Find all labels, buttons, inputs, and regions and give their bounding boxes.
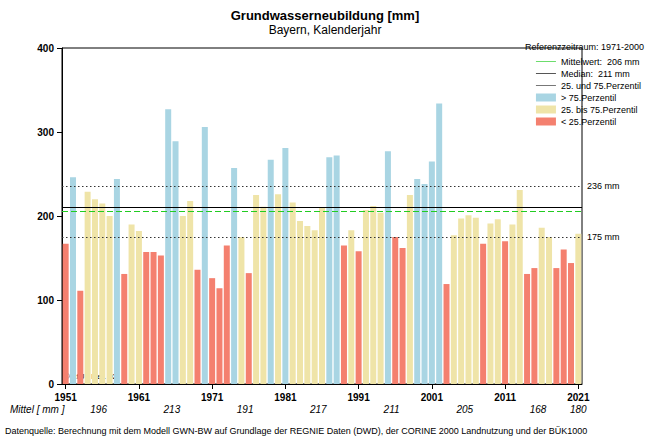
svg-text:205: 205	[455, 404, 473, 415]
svg-text:180: 180	[570, 404, 587, 415]
svg-text:1991: 1991	[347, 392, 370, 403]
svg-text:236 mm: 236 mm	[587, 181, 620, 191]
svg-text:213: 213	[163, 404, 181, 415]
svg-text:1951: 1951	[55, 392, 78, 403]
svg-text:168: 168	[530, 404, 547, 415]
svg-text:1971: 1971	[201, 392, 224, 403]
svg-text:300: 300	[37, 127, 54, 138]
svg-text:400: 400	[37, 43, 54, 54]
svg-text:25. bis 75.Perzentil: 25. bis 75.Perzentil	[561, 105, 638, 115]
svg-text:211: 211	[383, 404, 400, 415]
svg-text:25. und 75.Perzentil: 25. und 75.Perzentil	[561, 81, 641, 91]
svg-text:> 75.Perzentil: > 75.Perzentil	[561, 93, 616, 103]
svg-text:Median: 211 mm: Median: 211 mm	[561, 69, 630, 79]
svg-text:2011: 2011	[494, 392, 516, 403]
svg-text:175 mm: 175 mm	[587, 232, 620, 242]
svg-text:Referenzzeitraum: 1971-2000: Referenzzeitraum: 1971-2000	[525, 42, 644, 52]
svg-text:200: 200	[37, 211, 54, 222]
svg-text:Datenquelle: Berechnung mit de: Datenquelle: Berechnung mit dem Modell G…	[5, 426, 587, 436]
svg-text:Bayern, Kalenderjahr: Bayern, Kalenderjahr	[269, 23, 382, 37]
svg-text:196: 196	[90, 404, 107, 415]
svg-text:2001: 2001	[421, 392, 444, 403]
svg-text:< 25.Perzentil: < 25.Perzentil	[561, 117, 616, 127]
svg-text:100: 100	[37, 295, 54, 306]
svg-text:0: 0	[48, 379, 54, 390]
svg-text:Mittelwert: 206 mm: Mittelwert: 206 mm	[561, 57, 640, 67]
svg-text:1981: 1981	[274, 392, 297, 403]
svg-text:2021: 2021	[567, 392, 590, 403]
svg-text:Mittel [ mm ]: Mittel [ mm ]	[10, 404, 65, 415]
svg-text:1961: 1961	[128, 392, 151, 403]
svg-text:191: 191	[237, 404, 254, 415]
svg-text:Grundwasserneubildung [mm]: Grundwasserneubildung [mm]	[231, 8, 420, 23]
svg-text:217: 217	[309, 404, 327, 415]
